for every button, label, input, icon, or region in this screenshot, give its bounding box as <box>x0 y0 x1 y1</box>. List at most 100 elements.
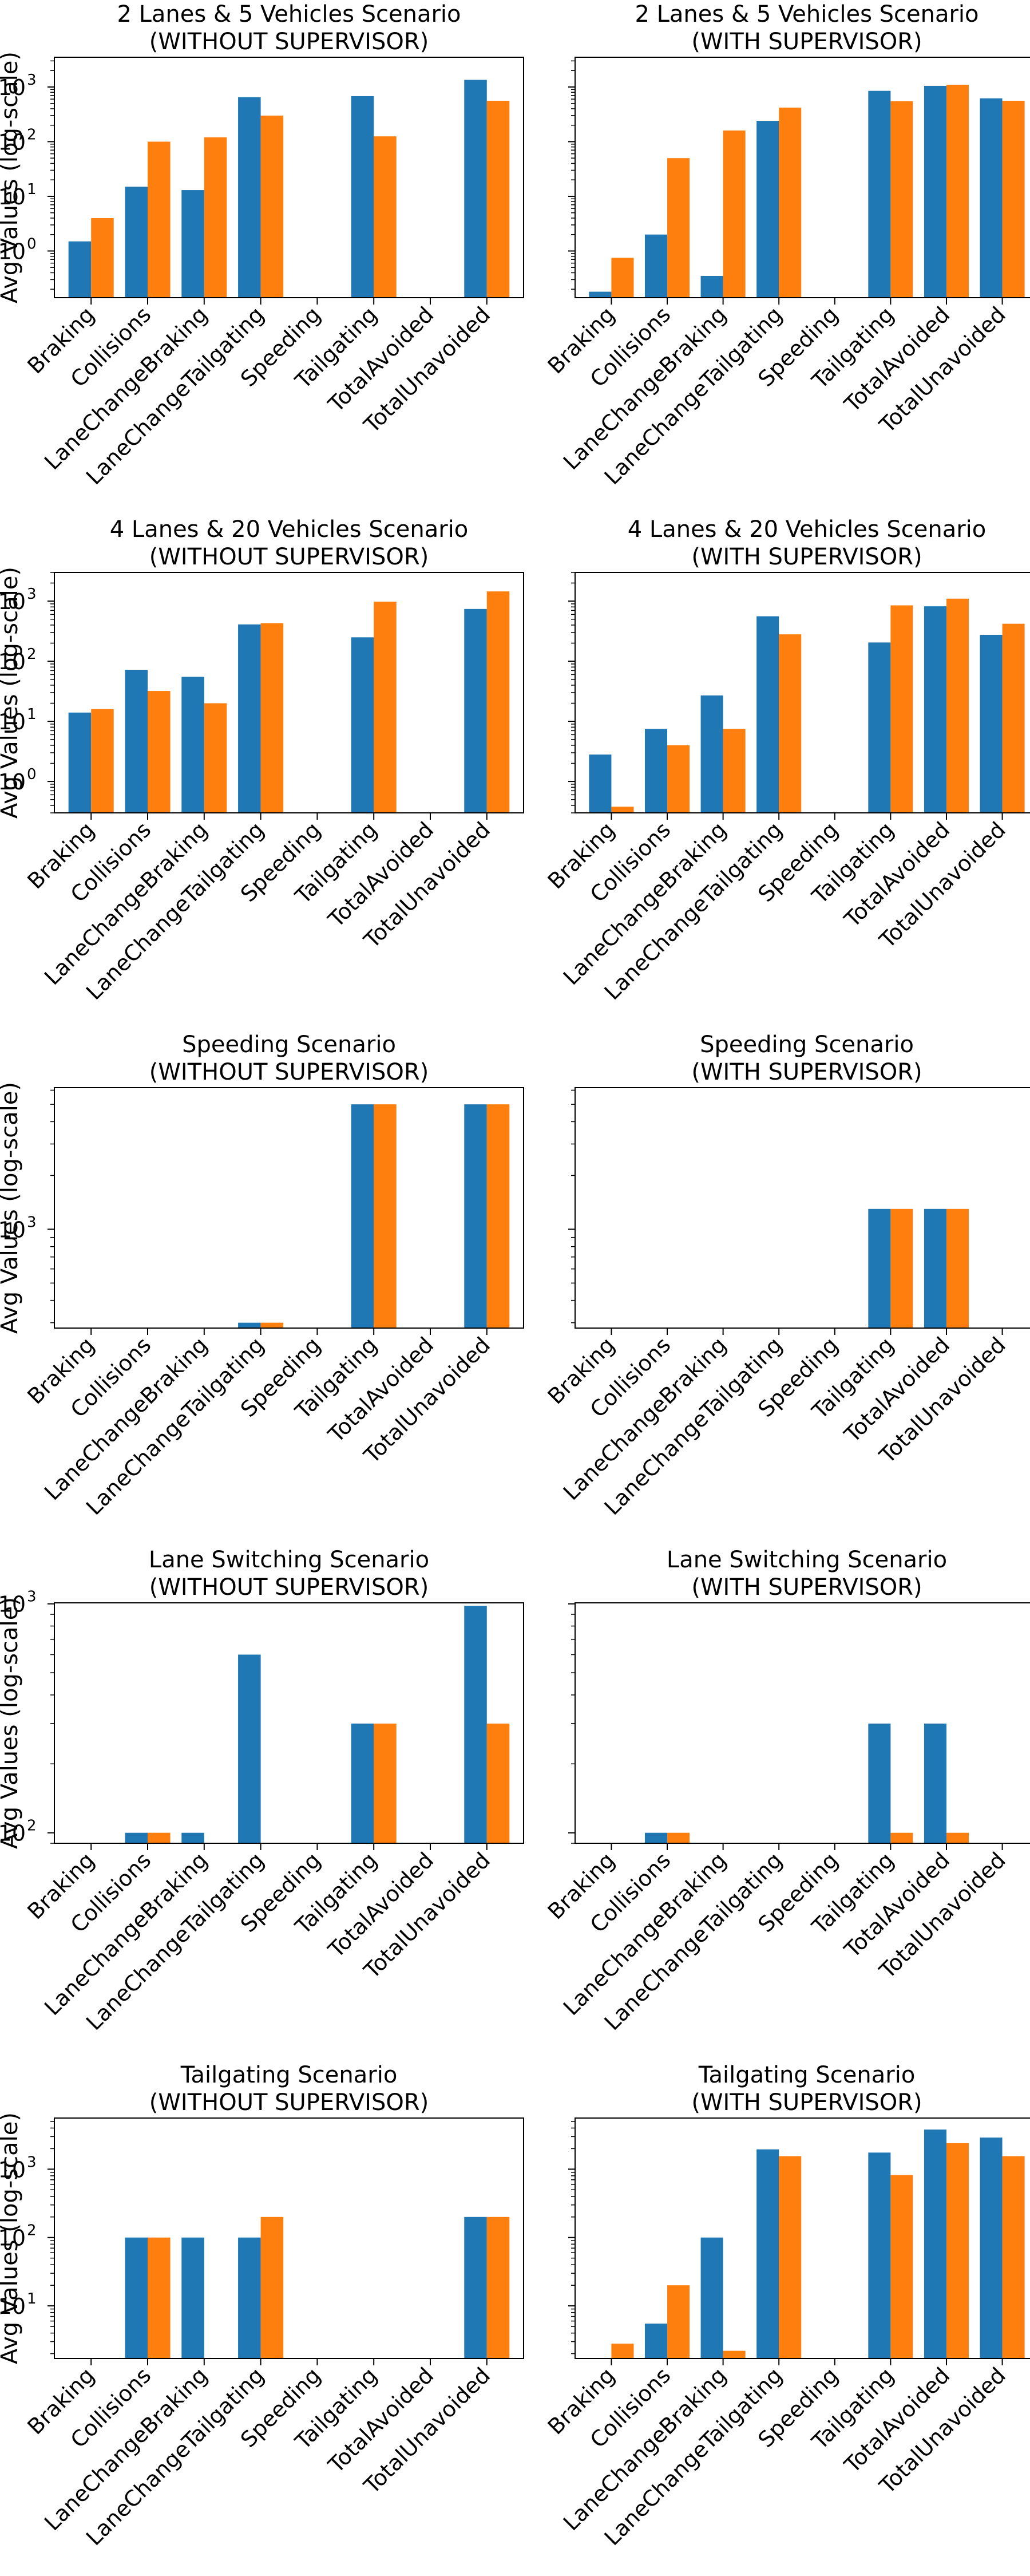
chart-title-line: Lane Switching Scenario <box>667 1547 947 1573</box>
bar-TotalUnavoided-s2 <box>1002 2156 1025 2358</box>
chart-title-line: 4 Lanes & 20 Vehicles Scenario <box>110 516 468 543</box>
bar-Collisions-s1 <box>125 670 148 813</box>
bar-TotalUnavoided-s1 <box>464 80 487 298</box>
chart-panel-9: Tailgating Scenario(WITHOUT SUPERVISOR) 1… <box>0 2062 524 2550</box>
bar-TotalUnavoided-s2 <box>1002 623 1025 813</box>
bar-LaneChangeTailgating-s1 <box>238 2237 261 2358</box>
chart-title-line: (WITH SUPERVISOR) <box>691 1059 922 1085</box>
bar-TotalAvoided-s1 <box>924 606 946 813</box>
chart-title-line: (WITH SUPERVISOR) <box>691 29 922 55</box>
bar-TotalUnavoided-s2 <box>486 591 510 813</box>
chart-title-line: (WITHOUT SUPERVISOR) <box>149 1574 429 1601</box>
chart-title-line: Speeding Scenario <box>700 1032 914 1058</box>
bar-TotalAvoided-s1 <box>924 2129 946 2358</box>
bar-Tailgating-s2 <box>374 136 397 298</box>
y-tick-label: 10 <box>0 2294 26 2319</box>
bar-TotalUnavoided-s1 <box>464 2217 487 2358</box>
chart-title-line: (WITHOUT SUPERVISOR) <box>149 544 429 570</box>
y-tick-exponent: 2 <box>27 126 37 143</box>
y-axis-label: Avg Values (log-scale) <box>0 52 23 303</box>
bar-TotalUnavoided-s2 <box>1002 101 1025 298</box>
axes-frame <box>54 572 524 813</box>
bar-TotalUnavoided-s1 <box>464 1104 487 1328</box>
bar-TotalUnavoided-s2 <box>486 101 510 298</box>
bar-Braking-s1 <box>589 754 612 813</box>
chart-title-line: (WITHOUT SUPERVISOR) <box>149 2089 429 2116</box>
bar-Tailgating-s1 <box>868 1208 891 1328</box>
y-tick-exponent: 0 <box>27 235 37 252</box>
bar-Collisions-s2 <box>148 1832 171 1843</box>
bar-LaneChangeTailgating-s2 <box>779 634 802 813</box>
bar-LaneChangeTailgating-s2 <box>260 1322 284 1328</box>
chart-panel-1: 2 Lanes & 5 Vehicles Scenario(WITHOUT SU… <box>0 1 524 489</box>
y-axis-label: Avg Values (log-scale) <box>0 567 23 819</box>
bar-Tailgating-s2 <box>890 2175 913 2358</box>
y-tick-exponent: 0 <box>27 766 37 783</box>
bar-TotalUnavoided-s1 <box>980 98 1003 298</box>
bar-LaneChangeTailgating-s2 <box>260 115 284 298</box>
bar-Collisions-s2 <box>667 1832 690 1843</box>
bar-Braking-s2 <box>611 2344 634 2358</box>
bar-LaneChangeBraking-s2 <box>204 137 227 298</box>
bar-LaneChangeTailgating-s1 <box>756 616 779 813</box>
axes-frame <box>575 2117 1030 2359</box>
bar-Collisions-s1 <box>125 1832 148 1843</box>
chart-title-line: (WITHOUT SUPERVISOR) <box>149 1059 429 1085</box>
chart-title-line: (WITH SUPERVISOR) <box>691 1574 922 1601</box>
bar-Tailgating-s2 <box>890 1208 913 1328</box>
y-tick-exponent: 2 <box>27 2222 37 2239</box>
bar-LaneChangeTailgating-s1 <box>238 624 261 813</box>
bar-LaneChangeTailgating-s2 <box>260 2217 284 2358</box>
y-tick-exponent: 1 <box>27 706 37 723</box>
bar-LaneChangeTailgating-s1 <box>238 1322 261 1328</box>
bar-LaneChangeTailgating-s1 <box>756 121 779 298</box>
chart-title-line: 4 Lanes & 20 Vehicles Scenario <box>628 516 986 543</box>
bar-TotalUnavoided-s1 <box>464 609 487 813</box>
bar-Tailgating-s1 <box>351 637 374 813</box>
bar-LaneChangeBraking-s1 <box>181 1832 204 1843</box>
axes-frame <box>54 1602 524 1844</box>
bar-TotalUnavoided-s2 <box>486 2217 510 2358</box>
bar-LaneChangeBraking-s2 <box>723 130 746 298</box>
y-tick-exponent: 3 <box>27 72 37 89</box>
bar-Tailgating-s1 <box>868 1723 891 1843</box>
y-tick-label: 10 <box>0 129 26 155</box>
y-tick-label: 10 <box>0 649 26 674</box>
y-tick-label: 10 <box>0 769 26 795</box>
y-tick-label: 10 <box>0 589 26 614</box>
bar-Collisions-s2 <box>667 158 690 298</box>
bar-TotalAvoided-s2 <box>946 1832 969 1843</box>
bar-Tailgating-s1 <box>868 642 891 813</box>
y-tick-label: 10 <box>0 709 26 734</box>
y-tick-exponent: 2 <box>27 1818 37 1835</box>
bar-Collisions-s2 <box>667 2285 690 2358</box>
chart-panel-2: 2 Lanes & 5 Vehicles Scenario(WITH SUPER… <box>543 1 1030 489</box>
chart-title-line: Lane Switching Scenario <box>149 1547 429 1573</box>
axes-frame <box>54 1087 524 1329</box>
bar-LaneChangeTailgating-s1 <box>238 1654 261 1843</box>
bar-Tailgating-s2 <box>890 605 913 813</box>
bar-TotalAvoided-s2 <box>946 2143 969 2358</box>
bar-Braking-s1 <box>589 291 612 298</box>
chart-title-line: (WITHOUT SUPERVISOR) <box>149 29 429 55</box>
bar-Collisions-s2 <box>148 691 171 813</box>
y-tick-exponent: 2 <box>27 646 37 663</box>
bar-LaneChangeBraking-s1 <box>700 2237 723 2358</box>
bar-LaneChangeBraking-s1 <box>181 2237 204 2358</box>
bar-Collisions-s1 <box>644 2324 668 2358</box>
chart-title-line: Tailgating Scenario <box>180 2062 398 2088</box>
chart-panel-8: Lane Switching Scenario(WITH SUPERVISOR)… <box>543 1547 1030 2035</box>
axes-frame <box>575 1602 1030 1844</box>
bar-Tailgating-s1 <box>868 2152 891 2358</box>
bar-Tailgating-s2 <box>890 1832 913 1843</box>
y-tick-label: 10 <box>0 184 26 210</box>
bar-Braking-s1 <box>68 712 92 813</box>
bar-LaneChangeTailgating-s2 <box>260 623 284 813</box>
bar-Collisions-s1 <box>644 1832 668 1843</box>
bar-Tailgating-s2 <box>890 101 913 298</box>
y-tick-exponent: 3 <box>27 2154 37 2171</box>
chart-title-line: 2 Lanes & 5 Vehicles Scenario <box>635 1 978 27</box>
bar-Tailgating-s1 <box>351 96 374 298</box>
bar-TotalUnavoided-s1 <box>980 2138 1003 2358</box>
